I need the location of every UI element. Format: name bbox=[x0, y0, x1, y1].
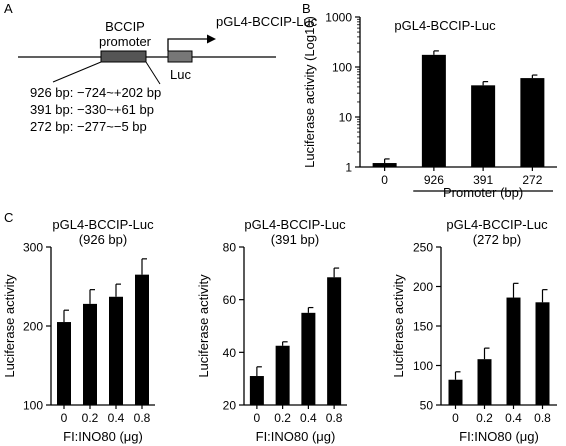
panel-letter-a: A bbox=[4, 1, 13, 16]
fragment-272: 272 bp: −277~−5 bp bbox=[30, 119, 147, 134]
chart-promoter-log: pGL4-BCCIP-Luc 1 10 100 1000 Luciferase activ… bbox=[302, 11, 557, 200]
x-axis-label: FI:INO80 (μg) bbox=[459, 429, 539, 444]
bar bbox=[57, 322, 71, 405]
y-tick-label: 200 bbox=[413, 280, 433, 294]
arrow-head-icon bbox=[207, 34, 216, 44]
y-tick-label: 40 bbox=[223, 346, 237, 360]
luc-box bbox=[167, 50, 193, 63]
y-axis-label: Luciferase activity bbox=[196, 274, 211, 378]
y-tick-label: 100 bbox=[23, 399, 43, 413]
chart-subtitle: (926 bp) bbox=[79, 232, 127, 247]
fragment-391: 391 bp: −330~+61 bp bbox=[30, 102, 154, 117]
chart-subtitle: (391 bp) bbox=[271, 232, 319, 247]
promoter-label-line1: BCCIP bbox=[105, 19, 145, 34]
zoom-line-left bbox=[52, 61, 102, 83]
chart-title: pGL4-BCCIP-Luc bbox=[244, 217, 346, 232]
y-tick-label: 20 bbox=[223, 399, 237, 413]
x-tick-label: 0.2 bbox=[82, 411, 99, 425]
x-tick-label: 272 bbox=[522, 173, 542, 187]
x-tick-label: 926 bbox=[424, 173, 444, 187]
x-tick-label: 0.2 bbox=[476, 411, 493, 425]
x-axis-label: FI:INO80 (μg) bbox=[256, 429, 336, 444]
x-tick-label: 0 bbox=[61, 411, 68, 425]
bar bbox=[135, 274, 149, 405]
x-tick-label: 0.8 bbox=[326, 411, 343, 425]
bar bbox=[301, 312, 316, 405]
y-axis-label: Luciferase activity bbox=[391, 274, 406, 378]
x-tick-label: 391 bbox=[473, 173, 493, 187]
y-tick-label: 60 bbox=[223, 293, 237, 307]
chart-391bp: pGL4-BCCIP-Luc(391 bp) 20 40 60 80 Luciferase… bbox=[196, 217, 347, 444]
bar bbox=[372, 163, 397, 167]
chart-subtitle: (272 bp) bbox=[473, 232, 521, 247]
chart-272bp: pGL4-BCCIP-Luc(272 bp) 50 100 150 200 250 Luci… bbox=[391, 217, 557, 444]
y-tick-label: 300 bbox=[23, 241, 43, 255]
chart-926bp: pGL4-BCCIP-Luc(926 bp) 100 200 300 Luciferas… bbox=[2, 217, 155, 444]
bar bbox=[249, 376, 264, 405]
x-tick-label: 0.2 bbox=[274, 411, 291, 425]
bar bbox=[471, 85, 496, 167]
bar bbox=[327, 277, 342, 405]
promoter-box bbox=[100, 50, 147, 63]
y-tick-label: 200 bbox=[23, 320, 43, 334]
y-tick-label: 1 bbox=[345, 161, 352, 175]
bar bbox=[477, 359, 492, 405]
panel-letter-c: C bbox=[4, 210, 13, 225]
x-tick-label: 0.4 bbox=[108, 411, 125, 425]
y-tick-label: 1000 bbox=[325, 11, 352, 25]
promoter-label-line2: promoter bbox=[99, 34, 152, 49]
zoom-line-right bbox=[145, 61, 161, 85]
bar bbox=[275, 345, 290, 405]
y-tick-label: 80 bbox=[223, 241, 237, 255]
y-tick-label: 100 bbox=[413, 359, 433, 373]
bar bbox=[535, 302, 550, 405]
transcription-start-arrow bbox=[167, 38, 207, 51]
panel-letter-b: B bbox=[302, 1, 311, 16]
x-tick-label: 0 bbox=[452, 411, 459, 425]
x-axis-label: Promoter (bp) bbox=[443, 185, 523, 200]
bar bbox=[83, 303, 97, 405]
bar bbox=[506, 297, 521, 405]
y-axis-label: Luciferase activity bbox=[2, 274, 17, 378]
y-tick-label: 100 bbox=[332, 61, 352, 75]
x-tick-label: 0.8 bbox=[534, 411, 551, 425]
bar bbox=[421, 54, 446, 167]
chart-title: pGL4-BCCIP-Luc bbox=[394, 18, 496, 33]
x-tick-label: 0 bbox=[381, 173, 388, 187]
y-tick-label: 50 bbox=[420, 399, 434, 413]
x-tick-label: 0 bbox=[254, 411, 261, 425]
chart-title: pGL4-BCCIP-Luc bbox=[52, 217, 154, 232]
chart-title: pGL4-BCCIP-Luc bbox=[446, 217, 548, 232]
y-tick-label: 250 bbox=[413, 241, 433, 255]
x-axis-label: FI:INO80 (μg) bbox=[63, 429, 143, 444]
fragment-926: 926 bp: −724~+202 bp bbox=[30, 85, 161, 100]
y-tick-label: 10 bbox=[339, 111, 353, 125]
promoter-diagram: BCCIP promoter pGL4-BCCIP-Luc Luc 926 bp… bbox=[18, 14, 318, 134]
x-tick-label: 0.8 bbox=[134, 411, 151, 425]
bar bbox=[109, 296, 123, 405]
bar bbox=[448, 379, 463, 405]
x-tick-label: 0.4 bbox=[300, 411, 317, 425]
construct-label: pGL4-BCCIP-Luc bbox=[216, 14, 318, 29]
bar bbox=[520, 78, 545, 167]
y-axis-label: Luciferase activity (Log10) bbox=[302, 16, 317, 168]
y-tick-label: 150 bbox=[413, 320, 433, 334]
x-tick-label: 0.4 bbox=[505, 411, 522, 425]
luc-label: Luc bbox=[170, 67, 191, 82]
